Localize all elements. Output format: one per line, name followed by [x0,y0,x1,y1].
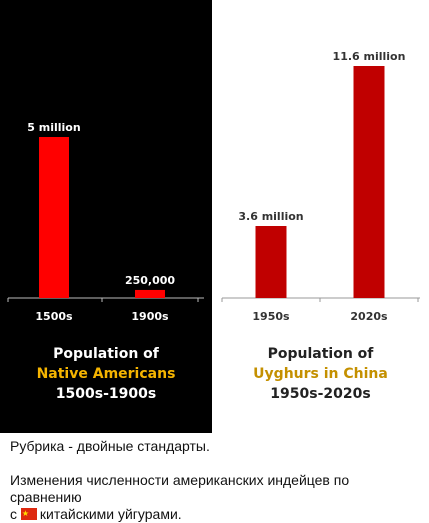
post-line-1: Рубрика - двойные стандарты. [10,438,210,454]
comparison-figure: 5 million 1500s 250,000 1900s Population of… [0,0,429,433]
bar-data-label: 3.6 million [238,210,303,223]
uyghurs-chart: 3.6 million 1950s 11.6 million 2020s [221,50,420,323]
post-prefix: с [10,506,17,522]
native-americans-chart: 5 million 1500s 250,000 1900s [7,121,204,323]
bar [353,66,385,298]
native-americans-caption: Population of Native Americans 1500s-190… [0,344,212,404]
post-text: Рубрика - двойные стандарты. Изменения ч… [10,438,420,523]
bar-data-label: 250,000 [125,274,175,287]
native-americans-panel: 5 million 1500s 250,000 1900s Population of… [0,0,212,433]
x-tick-label: 2020s [350,310,388,323]
post-suffix: китайскими уйгурами. [39,506,182,522]
caption-line-1: Population of [53,346,159,362]
caption-line-3: 1500s-1900s [55,386,157,402]
bar-data-label: 11.6 million [333,50,406,63]
caption-line-2: Uyghurs in China [253,366,388,382]
caption-line-2: Native Americans [36,366,176,382]
x-tick-label: 1900s [131,310,169,323]
caption-line-3: 1950s-2020s [270,386,371,402]
x-tick-label: 1950s [252,310,290,323]
bar [135,289,165,298]
bar-data-label: 5 million [27,121,80,134]
bar [255,226,287,298]
post-line-3: с китайскими уйгурами. [10,505,420,523]
uyghurs-panel: 3.6 million 1950s 11.6 million 2020s [212,0,429,433]
china-flag-icon [20,505,37,522]
caption-line-1: Population of [267,346,374,362]
post-line-2: Изменения численности американских индей… [10,472,350,505]
x-tick-label: 1500s [35,310,73,323]
bar [39,137,69,298]
uyghurs-caption: Population of Uyghurs in China 1950s-202… [212,344,429,404]
